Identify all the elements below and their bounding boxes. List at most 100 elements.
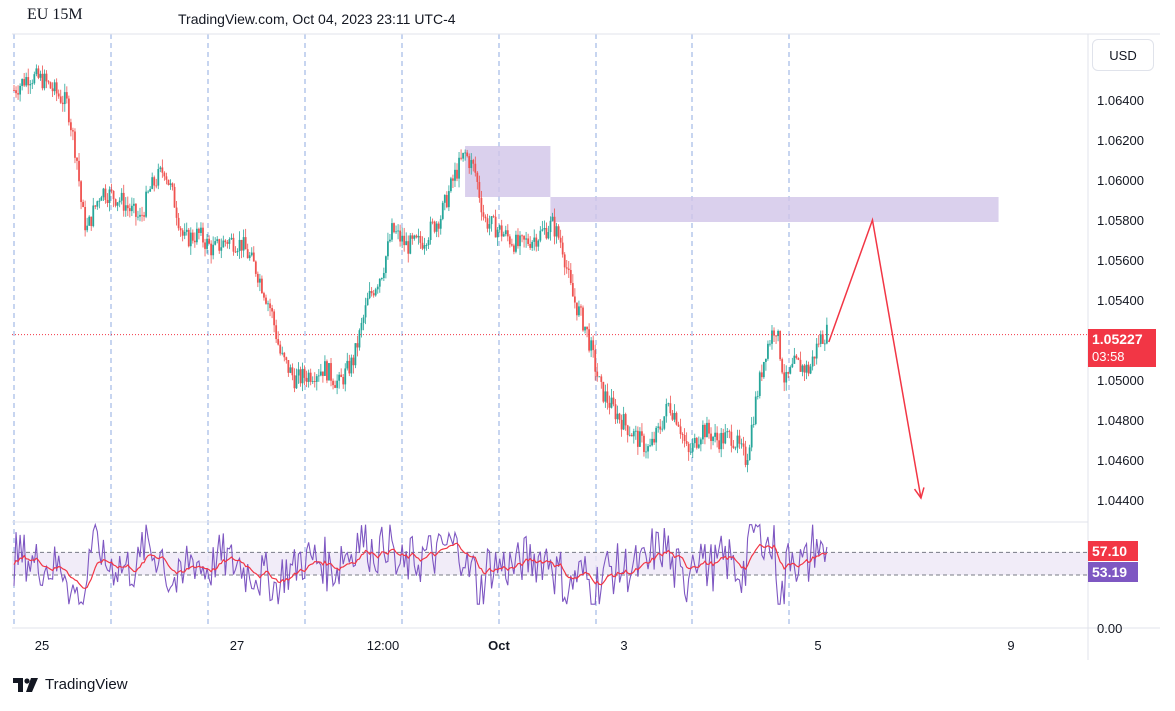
candle-body — [722, 432, 725, 444]
candle-body — [645, 451, 647, 453]
candle-body — [187, 229, 190, 247]
rsi-pane — [12, 522, 1088, 606]
candle-body — [573, 296, 576, 303]
candle-body — [500, 225, 503, 237]
candle-body — [443, 194, 446, 203]
candle-body — [693, 437, 696, 444]
candle-body — [183, 231, 186, 236]
candle-body — [783, 372, 786, 383]
candle-body — [716, 432, 719, 441]
candle-body — [214, 241, 217, 245]
candle-body — [590, 340, 593, 351]
candle-body — [639, 431, 641, 447]
candle-body — [496, 229, 499, 238]
candle-body — [364, 305, 367, 318]
candle-body — [685, 441, 688, 444]
candle-body — [340, 374, 343, 378]
candle-body — [401, 235, 404, 242]
candle-body — [96, 201, 99, 207]
candle-body — [59, 96, 62, 103]
candle-body — [730, 431, 733, 446]
source-label: TradingView.com, Oct 04, 2023 23:11 UTC-… — [178, 11, 456, 27]
candle-body — [411, 235, 414, 239]
candle-body — [309, 372, 312, 382]
candle-body — [712, 436, 714, 442]
candle-body — [330, 363, 332, 381]
candle-body — [374, 289, 377, 296]
candle-body — [321, 371, 324, 376]
candle-body — [504, 230, 507, 235]
candle-body — [181, 230, 184, 236]
candle-body — [801, 365, 804, 372]
candle-body — [508, 236, 511, 245]
candle-body — [734, 447, 737, 449]
candle-body — [464, 152, 467, 154]
candle-body — [210, 243, 213, 256]
candle-body — [124, 205, 127, 211]
candle-body — [547, 232, 550, 239]
candle-body — [193, 240, 196, 243]
candle-body — [807, 364, 810, 374]
candle-body — [699, 439, 702, 445]
candle-body — [582, 307, 584, 331]
brand[interactable]: TradingView — [13, 676, 128, 693]
current-price-badge: 1.05227 03:58 — [1088, 329, 1156, 367]
candle-body — [393, 223, 395, 233]
candle-body — [462, 152, 465, 159]
candle-body — [762, 361, 765, 378]
candle-body — [114, 199, 117, 206]
candle-body — [53, 82, 56, 92]
candle-body — [204, 242, 206, 249]
candle-body — [447, 191, 450, 208]
candle-body — [488, 224, 491, 229]
candle-body — [657, 426, 660, 428]
candle-body — [358, 330, 361, 348]
candle-body — [665, 403, 668, 417]
candle-body — [157, 169, 160, 186]
candle-body — [781, 359, 784, 373]
candle-body — [27, 77, 30, 86]
candle-body — [750, 424, 753, 448]
candle-body — [439, 218, 442, 229]
candle-body — [82, 201, 84, 207]
candle-body — [606, 391, 609, 403]
candle-body — [344, 368, 347, 385]
candle-body — [478, 181, 481, 198]
candle-body — [484, 216, 487, 219]
candle-body — [33, 74, 36, 84]
candle-body — [202, 227, 204, 243]
candle-body — [165, 176, 168, 180]
candle-body — [130, 205, 133, 212]
candle-body — [819, 334, 822, 344]
candle-body — [242, 237, 245, 251]
candle-body — [636, 430, 639, 447]
candle-body — [466, 152, 469, 157]
candle-body — [218, 239, 221, 251]
candle-body — [441, 202, 444, 219]
time-tick-label: Oct — [488, 638, 510, 653]
candle-body — [510, 244, 513, 246]
candle-body — [618, 413, 621, 420]
candle-body — [265, 297, 267, 304]
candle-body — [634, 430, 637, 432]
candle-body — [598, 376, 601, 378]
candle-body — [391, 223, 393, 240]
candle-body — [100, 197, 103, 201]
currency-button[interactable]: USD — [1092, 39, 1154, 71]
candle-body — [256, 273, 259, 283]
price-tick-label: 1.04400 — [1097, 493, 1144, 508]
candle-body — [41, 73, 44, 89]
candle-body — [708, 422, 710, 434]
candle-body — [108, 189, 111, 204]
candle-body — [230, 237, 233, 240]
candle-body — [431, 221, 434, 223]
candle-body — [689, 451, 692, 453]
candle-body — [535, 237, 538, 247]
candle-body — [661, 428, 664, 430]
price-tick-label: 1.04600 — [1097, 453, 1144, 468]
candle-body — [248, 255, 251, 259]
candle-body — [754, 396, 757, 425]
candle-body — [825, 324, 828, 344]
candle-body — [63, 92, 66, 105]
